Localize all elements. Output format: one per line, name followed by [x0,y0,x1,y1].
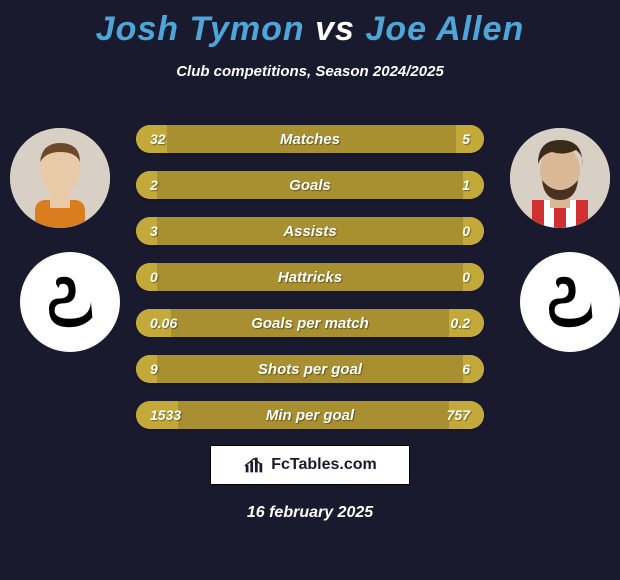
stat-row: 3Assists0 [136,217,484,245]
stat-value-left: 0.06 [136,315,206,331]
stat-value-right: 757 [414,407,484,423]
stat-value-left: 3 [136,223,206,239]
swan-icon [35,267,105,337]
stat-value-left: 2 [136,177,206,193]
player1-name: Josh Tymon [96,10,305,48]
stat-label: Matches [206,131,414,148]
player2-club-badge [520,252,620,352]
swan-icon [535,267,605,337]
stat-row: 1533Min per goal757 [136,401,484,429]
stat-value-right: 0 [414,269,484,285]
stat-value-right: 1 [414,177,484,193]
comparison-date: 16 february 2025 [0,504,620,522]
comparison-title: Josh Tymon vs Joe Allen [0,0,620,49]
stat-row: 9Shots per goal6 [136,355,484,383]
stat-label: Shots per goal [206,361,414,378]
vs-label: vs [315,10,355,48]
fctables-logo-text: FcTables.com [271,456,377,474]
stat-row: 2Goals1 [136,171,484,199]
stat-label: Min per goal [206,407,414,424]
stat-row: 0Hattricks0 [136,263,484,291]
subtitle: Club competitions, Season 2024/2025 [0,63,620,80]
stat-row: 0.06Goals per match0.2 [136,309,484,337]
stat-value-left: 32 [136,131,206,147]
stat-row: 32Matches5 [136,125,484,153]
player2-avatar-svg [510,128,610,228]
stat-label: Assists [206,223,414,240]
stat-value-right: 5 [414,131,484,147]
fctables-logo: FcTables.com [210,445,410,485]
player2-avatar [510,128,610,228]
stat-value-right: 6 [414,361,484,377]
stat-label: Goals per match [206,315,414,332]
player1-avatar-svg [10,128,110,228]
stat-rows: 32Matches52Goals13Assists00Hattricks00.0… [136,125,484,447]
stat-value-left: 0 [136,269,206,285]
player2-name: Joe Allen [365,10,524,48]
stat-value-right: 0.2 [414,315,484,331]
stat-value-left: 1533 [136,407,206,423]
player1-club-badge [20,252,120,352]
stat-label: Goals [206,177,414,194]
stat-value-right: 0 [414,223,484,239]
bars-icon [243,454,265,476]
stat-value-left: 9 [136,361,206,377]
stat-label: Hattricks [206,269,414,286]
player1-avatar [10,128,110,228]
